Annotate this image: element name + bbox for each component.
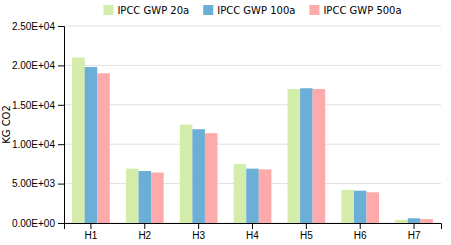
y-axis-title: KG CO2 bbox=[1, 105, 12, 144]
legend-item: IPCC GWP 100a bbox=[203, 5, 295, 16]
bar bbox=[420, 219, 433, 223]
x-tick: H4 bbox=[246, 223, 259, 241]
bar-series bbox=[72, 58, 408, 223]
y-tick: 5.00E+03 bbox=[12, 178, 64, 189]
bar bbox=[85, 67, 98, 223]
grid bbox=[64, 26, 441, 223]
bar bbox=[259, 169, 272, 223]
x-axis: H1 H2 H3 H4 H5 H6 H7 bbox=[65, 223, 442, 241]
y-tick-label: 5.00E+03 bbox=[12, 178, 56, 189]
y-tick-mark bbox=[58, 26, 64, 27]
x-tick-label: H7 bbox=[408, 230, 421, 241]
plot: 0.00E+00 5.00E+03 1.00E+04 1.50E+04 2.00E+04… bbox=[1, 21, 442, 241]
legend-swatch bbox=[203, 5, 213, 15]
y-tick-mark bbox=[58, 65, 64, 66]
x-tick-mark bbox=[144, 223, 145, 229]
y-tick: 1.00E+04 bbox=[12, 139, 64, 150]
x-tick-label: H2 bbox=[138, 230, 151, 241]
y-axis: 0.00E+00 5.00E+03 1.00E+04 1.50E+04 2.00E+04… bbox=[12, 21, 65, 229]
y-tick: 2.00E+04 bbox=[12, 60, 64, 71]
legend-swatch bbox=[309, 5, 319, 15]
bar bbox=[234, 164, 247, 223]
y-tick-label: 1.00E+04 bbox=[12, 139, 56, 150]
x-tick-label: H4 bbox=[246, 230, 259, 241]
bar bbox=[246, 169, 259, 223]
legend: IPCC GWP 20a IPCC GWP 100a IPCC GWP 500a bbox=[103, 5, 401, 16]
y-tick-mark bbox=[58, 144, 64, 145]
legend-swatch bbox=[103, 5, 113, 15]
x-tick: H1 bbox=[85, 223, 98, 241]
y-tick-mark bbox=[58, 223, 64, 224]
legend-item: IPCC GWP 500a bbox=[309, 5, 401, 16]
legend-label: IPCC GWP 500a bbox=[323, 5, 401, 16]
y-tick: 0.00E+00 bbox=[12, 218, 64, 229]
grid-line bbox=[64, 104, 441, 105]
chart: 0.00E+00 5.00E+03 1.00E+04 1.50E+04 2.00E+04… bbox=[0, 0, 451, 245]
x-tick-label: H1 bbox=[85, 230, 98, 241]
y-tick-label: 2.00E+04 bbox=[12, 60, 56, 71]
y-tick-label: 1.50E+04 bbox=[12, 100, 56, 111]
y-tick: 2.50E+04 bbox=[12, 21, 64, 32]
bar bbox=[97, 73, 110, 223]
x-tick-mark bbox=[198, 223, 199, 229]
bar bbox=[205, 133, 218, 223]
y-axis-line bbox=[58, 27, 65, 224]
legend-label: IPCC GWP 20a bbox=[117, 5, 189, 16]
bar bbox=[72, 58, 85, 223]
x-tick-mark bbox=[414, 223, 415, 229]
grid-line bbox=[64, 26, 441, 27]
bar bbox=[366, 192, 379, 223]
x-tick: H3 bbox=[192, 223, 205, 241]
bar bbox=[408, 218, 421, 223]
y-tick-label: 2.50E+04 bbox=[12, 21, 56, 32]
grid-line bbox=[64, 65, 441, 66]
bar bbox=[139, 171, 152, 223]
bar bbox=[395, 220, 408, 223]
bar bbox=[354, 191, 367, 223]
y-tick-mark bbox=[58, 105, 64, 106]
x-axis-line bbox=[65, 224, 442, 230]
bar bbox=[151, 173, 164, 223]
x-tick-label: H6 bbox=[354, 230, 367, 241]
bar-series bbox=[85, 67, 421, 223]
x-tick-mark bbox=[360, 223, 361, 229]
y-tick-mark bbox=[58, 184, 64, 185]
x-tick: H2 bbox=[138, 223, 151, 241]
legend-item: IPCC GWP 20a bbox=[103, 5, 189, 16]
bar bbox=[192, 129, 205, 223]
legend-label: IPCC GWP 100a bbox=[217, 5, 295, 16]
bar bbox=[180, 125, 193, 224]
x-tick: H6 bbox=[354, 223, 367, 241]
x-tick-label: H3 bbox=[192, 230, 205, 241]
x-tick: H7 bbox=[408, 223, 421, 241]
bar bbox=[313, 89, 326, 223]
bar bbox=[126, 169, 139, 223]
bar bbox=[341, 190, 354, 223]
bar bbox=[300, 88, 313, 223]
x-tick-mark bbox=[90, 223, 91, 229]
y-tick: 1.50E+04 bbox=[12, 100, 64, 111]
x-tick-label: H5 bbox=[300, 230, 313, 241]
bar-series bbox=[97, 73, 433, 223]
bars bbox=[72, 58, 433, 223]
x-tick-mark bbox=[306, 223, 307, 229]
grid-line bbox=[64, 144, 441, 145]
y-tick-label: 0.00E+00 bbox=[12, 218, 56, 229]
bar bbox=[288, 89, 301, 223]
x-tick: H5 bbox=[300, 223, 313, 241]
x-tick-mark bbox=[252, 223, 253, 229]
